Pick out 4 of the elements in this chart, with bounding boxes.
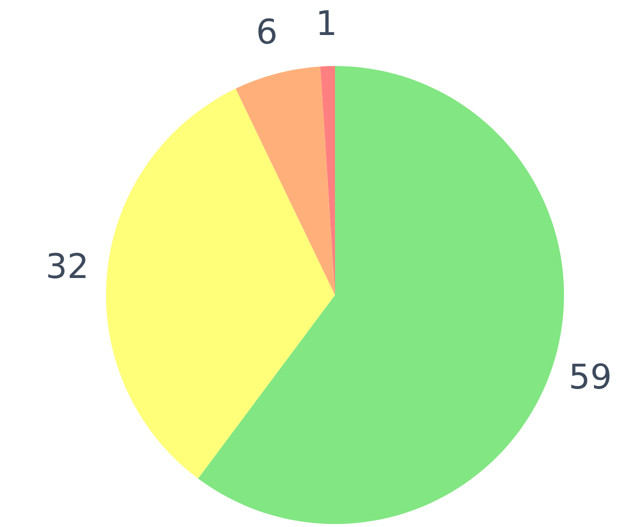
data-label: 6 (256, 12, 278, 53)
data-label: 59 (568, 358, 612, 398)
data-label: 32 (46, 247, 89, 287)
data-label: 1 (316, 4, 338, 44)
